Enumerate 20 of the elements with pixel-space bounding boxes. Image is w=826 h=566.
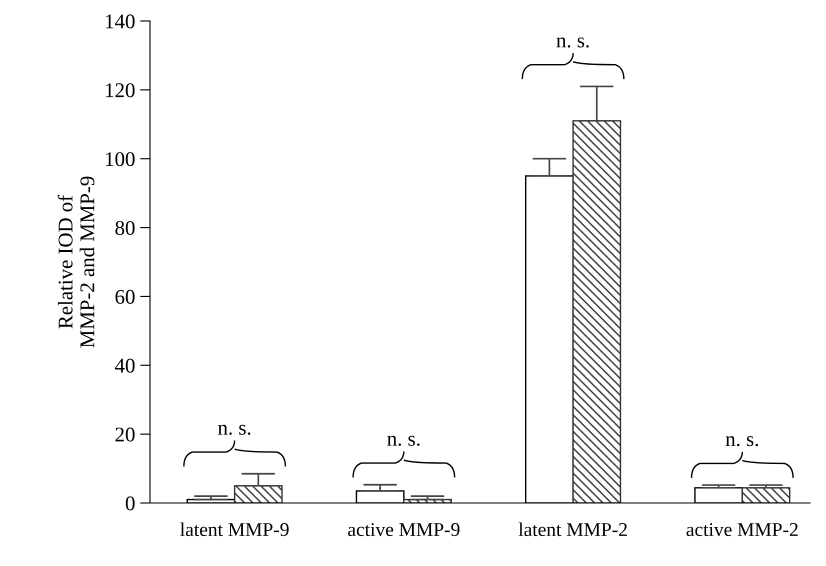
bar: [234, 485, 283, 503]
x-tick-label: active MMP-2: [686, 523, 798, 536]
y-tick-label: 140: [106, 14, 135, 28]
y-tick-label: 80: [115, 220, 135, 236]
annotation: n. s.: [218, 424, 250, 435]
x-tick-label: latent MMP-2: [518, 522, 627, 536]
y-tick-label: 120: [106, 83, 135, 98]
annotation: n. s.: [387, 436, 420, 446]
bar: [572, 120, 622, 503]
annotation: n. s.: [556, 37, 589, 48]
y-tick-label: 0: [126, 496, 135, 510]
annotation: n. s.: [726, 436, 758, 446]
bar: [742, 487, 790, 503]
x-tick-label: active MMP-9: [348, 523, 460, 536]
y-tick-label: 100: [106, 152, 135, 166]
x-tick-label: latent MMP-9: [180, 522, 289, 536]
y-axis-title: Relative IOD of MMP-2 and MMP-9: [58, 176, 94, 348]
y-tick-label: 60: [115, 290, 135, 304]
y-tick-label: 20: [116, 428, 135, 442]
y-tick-label: 40: [114, 358, 135, 373]
